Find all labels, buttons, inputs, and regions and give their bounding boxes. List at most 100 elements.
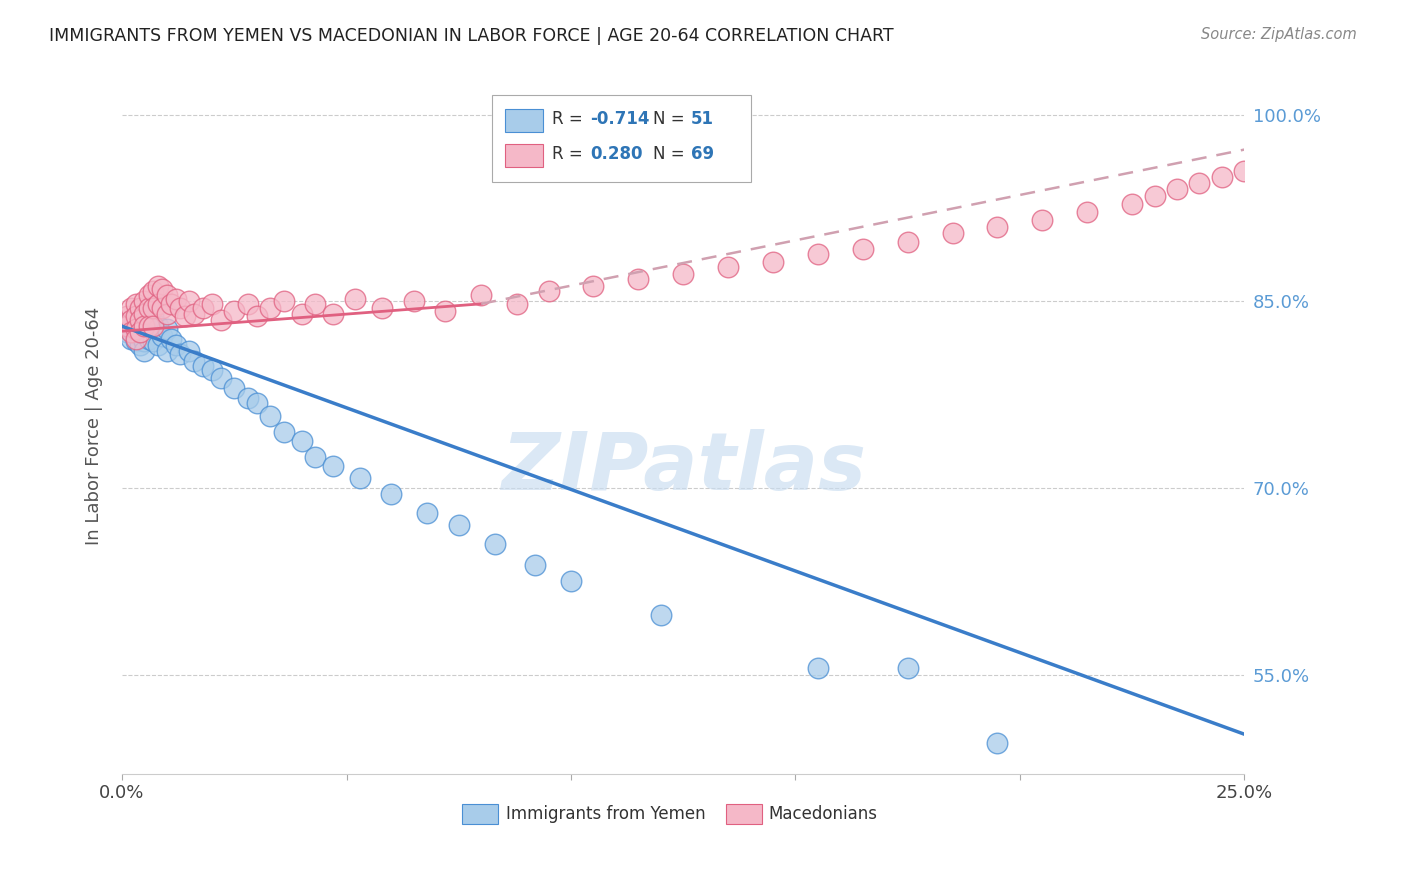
Point [627, 272, 650, 286]
Point [152, 329, 174, 343]
Point [1143, 188, 1166, 202]
FancyBboxPatch shape [463, 804, 498, 824]
Point [259, 301, 281, 315]
Point [191, 359, 214, 373]
Point [224, 381, 246, 395]
Point [120, 301, 142, 315]
FancyBboxPatch shape [505, 144, 543, 168]
Point [717, 260, 740, 274]
Point [174, 310, 197, 324]
Point [129, 326, 152, 340]
Point [224, 304, 246, 318]
Point [941, 226, 963, 240]
Point [134, 322, 156, 336]
Point [169, 301, 191, 315]
FancyBboxPatch shape [505, 109, 543, 133]
Point [582, 279, 605, 293]
Point [650, 607, 672, 622]
Point [129, 317, 152, 331]
Point [852, 242, 875, 256]
Point [273, 425, 295, 439]
Text: Macedonians: Macedonians [769, 805, 877, 822]
Point [124, 297, 146, 311]
Point [304, 297, 326, 311]
Point [183, 307, 205, 321]
Text: ZIPatlas: ZIPatlas [501, 428, 866, 507]
Text: N =: N = [652, 145, 690, 163]
Point [160, 297, 183, 311]
Point [134, 344, 156, 359]
Point [236, 392, 259, 406]
Point [179, 294, 201, 309]
Point [129, 329, 152, 343]
Point [1211, 169, 1233, 184]
Point [344, 292, 367, 306]
Text: 51: 51 [692, 111, 714, 128]
FancyBboxPatch shape [492, 95, 751, 182]
Point [134, 319, 156, 334]
Text: R =: R = [553, 145, 588, 163]
Point [246, 396, 269, 410]
Text: 69: 69 [692, 145, 714, 163]
Point [484, 537, 506, 551]
Point [165, 292, 187, 306]
Point [124, 334, 146, 348]
Point [124, 332, 146, 346]
Point [191, 301, 214, 315]
Point [124, 310, 146, 324]
Point [115, 326, 138, 340]
Point [134, 294, 156, 309]
Point [129, 313, 152, 327]
Text: R =: R = [553, 111, 588, 128]
Text: IMMIGRANTS FROM YEMEN VS MACEDONIAN IN LABOR FORCE | AGE 20-64 CORRELATION CHART: IMMIGRANTS FROM YEMEN VS MACEDONIAN IN L… [49, 27, 894, 45]
Point [152, 282, 174, 296]
Point [146, 319, 169, 334]
Point [1076, 204, 1098, 219]
Point [986, 219, 1008, 234]
Point [120, 326, 142, 340]
Point [371, 301, 394, 315]
Point [138, 332, 160, 346]
Point [1031, 213, 1053, 227]
Point [134, 334, 156, 348]
Text: 0.280: 0.280 [591, 145, 643, 163]
Point [138, 319, 160, 334]
Point [259, 409, 281, 423]
Point [416, 506, 439, 520]
Point [169, 346, 191, 360]
Point [897, 235, 920, 249]
Point [183, 354, 205, 368]
Point [672, 267, 695, 281]
Point [115, 319, 138, 334]
Point [447, 518, 470, 533]
Point [434, 304, 457, 318]
FancyBboxPatch shape [725, 804, 762, 824]
Point [146, 279, 169, 293]
Point [246, 310, 269, 324]
Point [201, 363, 224, 377]
Point [179, 344, 201, 359]
Point [201, 297, 224, 311]
Point [897, 661, 920, 675]
Point [142, 301, 165, 315]
Point [209, 371, 232, 385]
Point [138, 313, 160, 327]
Point [402, 294, 425, 309]
Point [138, 288, 160, 302]
Point [304, 450, 326, 464]
Point [115, 319, 138, 334]
Point [156, 307, 179, 321]
Point [506, 297, 529, 311]
Point [560, 574, 582, 589]
Point [1233, 163, 1256, 178]
Point [138, 301, 160, 315]
Point [986, 736, 1008, 750]
Point [142, 310, 165, 324]
Point [537, 285, 560, 299]
Point [1188, 176, 1211, 190]
Point [160, 332, 183, 346]
Point [120, 313, 142, 327]
Point [165, 338, 187, 352]
Point [120, 313, 142, 327]
Point [291, 434, 314, 448]
